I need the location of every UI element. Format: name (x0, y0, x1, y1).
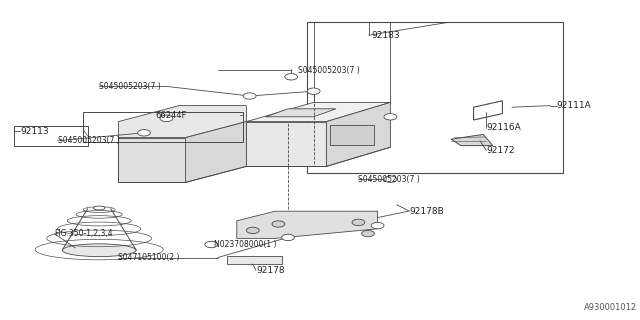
Text: S045005203(7 ): S045005203(7 ) (358, 175, 420, 184)
Circle shape (362, 230, 374, 237)
Polygon shape (246, 102, 390, 122)
Circle shape (246, 227, 259, 234)
Circle shape (352, 219, 365, 226)
Polygon shape (118, 138, 186, 182)
Polygon shape (237, 211, 378, 238)
Text: N023708000(1 ): N023708000(1 ) (214, 240, 277, 249)
Circle shape (272, 221, 285, 227)
Ellipse shape (191, 143, 206, 148)
Ellipse shape (93, 206, 105, 210)
Text: A930001012: A930001012 (584, 303, 637, 312)
Polygon shape (326, 102, 390, 166)
Polygon shape (474, 101, 502, 120)
Bar (83, 112, 243, 142)
Polygon shape (451, 134, 493, 146)
Text: S045005203(7 ): S045005203(7 ) (99, 82, 161, 91)
Text: 92178B: 92178B (410, 207, 444, 216)
Circle shape (282, 234, 294, 241)
Text: 92111A: 92111A (557, 101, 591, 110)
Circle shape (205, 241, 218, 248)
Circle shape (243, 93, 256, 99)
Ellipse shape (294, 140, 317, 155)
Polygon shape (246, 122, 326, 166)
Text: 92172: 92172 (486, 146, 515, 155)
Bar (330, 125, 374, 145)
Text: S045005203(7 ): S045005203(7 ) (58, 136, 119, 145)
Text: FIG.350-1,2,3,4: FIG.350-1,2,3,4 (54, 229, 113, 238)
Ellipse shape (63, 244, 136, 257)
Text: 92178: 92178 (256, 266, 285, 275)
Polygon shape (186, 122, 246, 182)
Circle shape (371, 222, 384, 229)
Polygon shape (118, 106, 246, 138)
Circle shape (307, 88, 320, 94)
Text: 92113: 92113 (20, 127, 49, 136)
Text: 66244F: 66244F (156, 111, 187, 120)
Text: S045005203(7 ): S045005203(7 ) (298, 66, 359, 75)
Ellipse shape (255, 138, 283, 156)
Ellipse shape (205, 146, 230, 155)
Text: 92116A: 92116A (486, 124, 521, 132)
Bar (307, 22, 563, 173)
Circle shape (285, 74, 298, 80)
Circle shape (160, 115, 173, 122)
Circle shape (138, 130, 150, 136)
Bar (14, 126, 88, 146)
Circle shape (384, 114, 397, 120)
Text: 92183: 92183 (371, 31, 400, 40)
Text: S047105100(2 ): S047105100(2 ) (118, 253, 180, 262)
Polygon shape (266, 109, 336, 117)
Circle shape (384, 176, 397, 182)
Polygon shape (227, 256, 282, 264)
